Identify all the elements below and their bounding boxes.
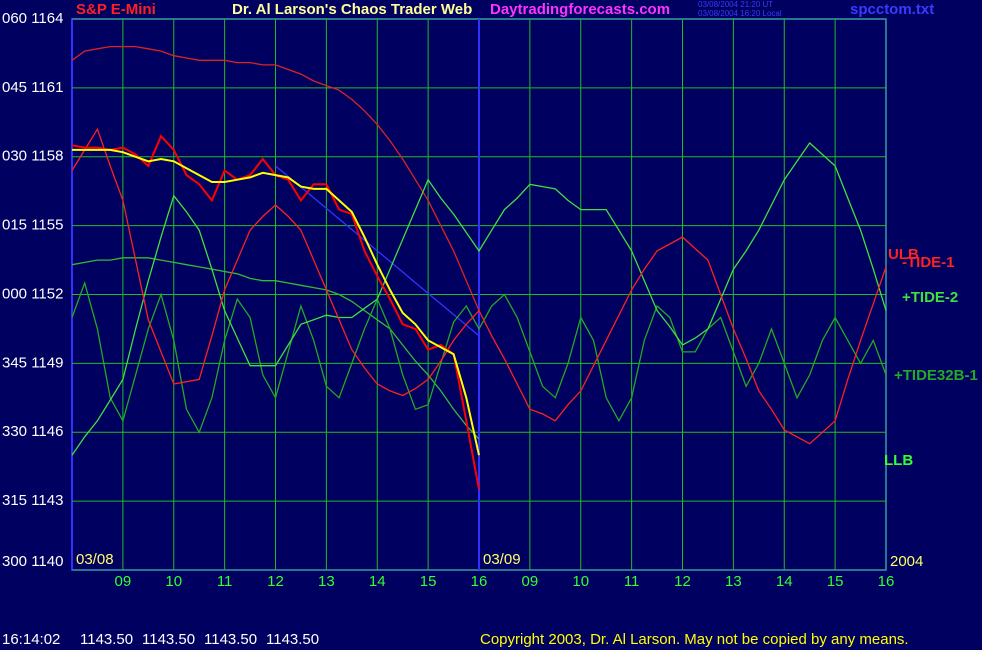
date-label: 03/08 [76,551,114,568]
status-quote: 1143.50 [266,631,319,648]
series-line [71,45,480,311]
series-line [71,257,480,440]
status-quote: 1143.50 [142,631,195,648]
y-tick-label: 060 1164 [2,10,63,27]
series-line [71,142,887,456]
status-quote: 1143.50 [204,631,257,648]
x-tick-label: 10 [572,573,589,590]
copyright: Copyright 2003, Dr. Al Larson. May not b… [480,631,909,648]
x-tick-label: 09 [115,573,132,590]
x-tick-label: 16 [878,573,895,590]
y-tick-label: 345 1149 [2,354,63,371]
x-tick-label: 13 [318,573,335,590]
annotation: ULB [888,246,919,263]
x-tick-label: 15 [420,573,437,590]
y-tick-label: 300 1140 [2,553,63,570]
instrument: S&P E-Mini [76,1,156,18]
x-tick-label: 10 [165,573,182,590]
legend-label: +TIDE32B-1 [894,367,978,384]
status-quote: 1143.50 [80,631,133,648]
y-tick-label: 315 1143 [2,492,63,509]
y-tick-label: 330 1146 [2,423,63,440]
timestamp: 03/08/2004 21:20 UT [698,0,773,9]
y-tick-label: 045 1161 [2,79,63,96]
x-tick-label: 15 [827,573,844,590]
y-tick-label: 000 1152 [2,285,63,302]
series-layer [71,45,887,490]
series-line [71,280,887,434]
label-layer: 060 1164 045 1161 030 1158 015 1155 000 1152… [2,10,978,590]
y-tick-label: 030 1158 [2,148,63,165]
y-tick-label: 015 1155 [2,217,63,234]
status-time: 16:14:02 [2,631,60,648]
file-name: spcctom.txt [850,1,934,18]
series-line [275,165,480,337]
series-line [72,148,480,456]
grid [72,18,887,571]
x-tick-label: 14 [776,573,793,590]
year-label: 2004 [890,553,923,570]
x-tick-label: 11 [624,573,640,590]
site: Daytradingforecasts.com [490,1,670,18]
chart-title: Dr. Al Larson's Chaos Trader Web [232,1,472,18]
x-tick-label: 14 [369,573,386,590]
x-tick-label: 12 [674,573,691,590]
legend-label: +TIDE-2 [902,289,958,306]
x-tick-label: 13 [725,573,742,590]
x-tick-label: 11 [217,573,233,590]
annotation: LLB [884,452,913,469]
x-tick-label: 16 [471,573,488,590]
x-tick-label: 12 [267,573,284,590]
date-label: 03/09 [483,551,521,568]
legend-label: -TIDE-1 [902,254,955,271]
timestamp: 03/08/2004 16:20 Local [698,9,782,18]
series-line [71,127,887,445]
x-tick-label: 09 [522,573,539,590]
